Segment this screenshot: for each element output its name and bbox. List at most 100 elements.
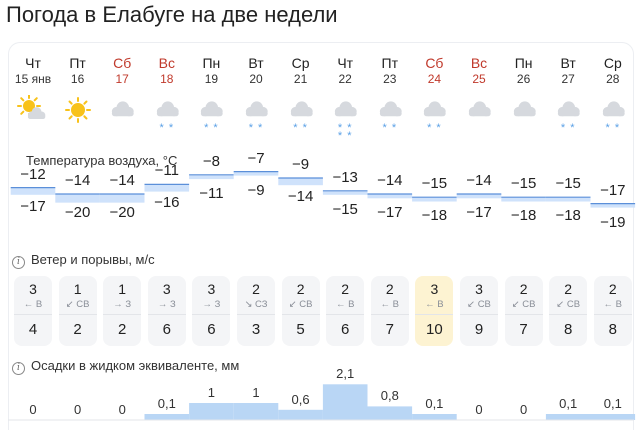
day-name: Пн <box>514 55 533 71</box>
temperature-band <box>10 187 56 195</box>
wind-gust: 6 <box>162 321 171 338</box>
precipitation-value: 0 <box>519 402 528 417</box>
temperature-band <box>99 194 145 203</box>
precipitation-value: 0,6 <box>291 391 310 407</box>
day-date: 16 <box>70 72 85 86</box>
day-date: 21 <box>293 72 308 86</box>
precipitation-value: 0,1 <box>157 396 176 411</box>
night-temperature: −17 <box>466 204 492 221</box>
precipitation-value: 0 <box>29 402 37 417</box>
wind-gust: 2 <box>73 321 82 338</box>
wind-speed: 3 <box>29 281 37 297</box>
precipitation-value: 0 <box>118 402 126 417</box>
wind-direction: ← В <box>23 299 43 310</box>
wind-direction: ← В <box>380 299 400 310</box>
precipitation-bar <box>189 403 234 420</box>
day-temperature: −7 <box>247 149 265 167</box>
wind-speed: 2 <box>252 281 260 297</box>
snowflake-icon: * * <box>204 122 219 134</box>
wind-gust: 9 <box>474 321 484 338</box>
wind-speed: 2 <box>341 281 350 297</box>
sun-icon <box>64 97 91 123</box>
day-temperature: −8 <box>202 152 220 170</box>
wind-speed: 2 <box>564 281 573 297</box>
day-date: 26 <box>516 72 531 86</box>
precipitation-section-header: i Осадки в жидком эквиваленте, мм <box>12 358 239 375</box>
cloud-icon <box>513 101 536 117</box>
day-date: 24 <box>427 72 442 86</box>
night-temperature: −18 <box>510 207 537 225</box>
wind-cell <box>326 276 365 346</box>
temperature-band <box>278 178 323 186</box>
day-date: 17 <box>115 72 129 86</box>
precipitation-bar <box>144 414 190 420</box>
wind-speed: 3 <box>207 281 216 297</box>
night-temperature: −18 <box>421 207 448 225</box>
precipitation-bar <box>233 403 279 420</box>
wind-cell <box>593 276 632 346</box>
cloud-snow-icon <box>290 101 313 117</box>
temperature-band <box>189 174 234 180</box>
precipitation-bar <box>278 409 323 420</box>
precipitation-value: 0,1 <box>559 396 578 411</box>
night-temperature: −19 <box>600 213 626 231</box>
precipitation-bar <box>412 414 457 420</box>
temperature-band <box>55 194 100 203</box>
day-temperature: −9 <box>292 156 310 173</box>
wind-direction: ↙ СВ <box>511 299 536 310</box>
cloud-snow-icon <box>201 101 224 117</box>
day-name: Ср <box>291 55 310 71</box>
wind-direction: → З <box>113 299 132 310</box>
day-name: Сб <box>425 55 444 71</box>
day-date: 22 <box>338 72 352 86</box>
wind-direction: ↙ СВ <box>467 299 491 310</box>
info-icon[interactable]: i <box>12 362 25 375</box>
day-date: 20 <box>249 72 263 86</box>
snowflake-icon: * * <box>159 122 175 134</box>
cloud-snow-icon <box>245 101 268 117</box>
wind-divider <box>593 314 632 315</box>
temperature-band <box>456 194 502 199</box>
cloud-heavy-snow-icon <box>335 101 357 117</box>
temperature-band <box>545 197 591 202</box>
wind-cell <box>237 276 275 346</box>
wind-divider <box>415 314 454 315</box>
wind-cell <box>415 276 454 346</box>
wind-divider <box>326 314 365 315</box>
day-name: Вс <box>158 55 175 71</box>
info-icon[interactable]: i <box>12 256 25 269</box>
wind-direction: ← В <box>425 299 444 310</box>
day-name: Вт <box>248 55 264 71</box>
day-name: Чт <box>337 55 354 71</box>
night-temperature: −18 <box>555 207 581 225</box>
precipitation-value: 1 <box>207 385 215 400</box>
wind-gust: 6 <box>207 321 216 338</box>
wind-gust: 2 <box>118 321 127 338</box>
wind-cell <box>192 276 231 346</box>
wind-direction: → З <box>157 299 176 310</box>
wind-speed: 1 <box>118 281 127 297</box>
wind-divider <box>237 314 275 315</box>
wind-cell <box>281 276 320 346</box>
wind-divider <box>370 314 409 315</box>
night-temperature: −14 <box>287 188 314 205</box>
wind-direction: ↘ СЗ <box>244 299 268 310</box>
wind-divider <box>14 314 52 315</box>
cloud-icon <box>112 101 134 117</box>
day-date: 19 <box>204 72 219 86</box>
snowflake-icon: * * <box>337 130 353 142</box>
wind-direction: → З <box>202 299 221 310</box>
temperature-band <box>233 171 279 176</box>
wind-gust: 4 <box>28 321 38 338</box>
day-temperature: −11 <box>154 162 179 180</box>
day-name: Сб <box>113 55 132 71</box>
precipitation-value: 0 <box>475 402 483 417</box>
wind-speed: 2 <box>385 281 394 297</box>
day-date: 27 <box>561 72 575 86</box>
day-date: 18 <box>160 72 174 86</box>
wind-speed: 3 <box>430 281 439 297</box>
wind-gust: 8 <box>564 321 573 338</box>
night-temperature: −9 <box>247 181 265 199</box>
